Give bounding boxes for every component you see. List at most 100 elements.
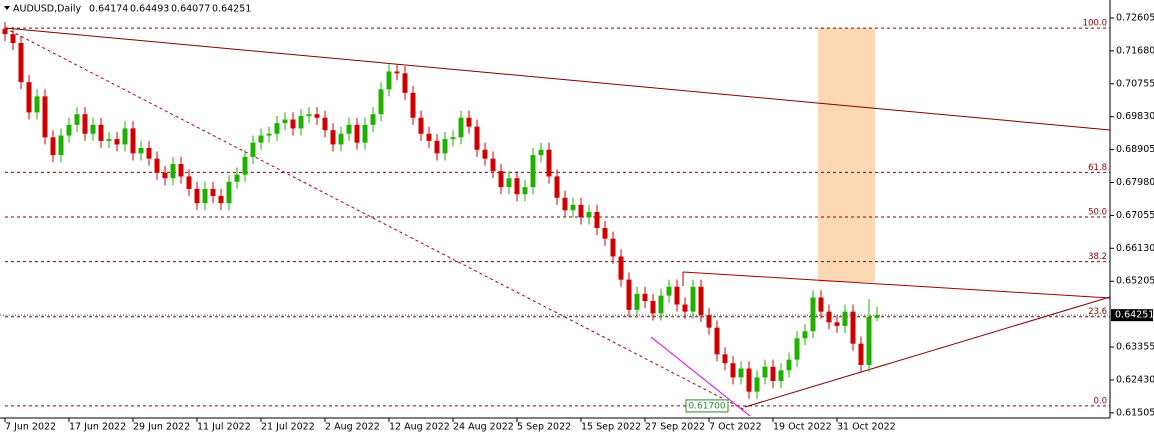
candle-body xyxy=(282,119,288,124)
candle-body xyxy=(666,286,672,296)
candle-body xyxy=(154,158,160,173)
candle-body xyxy=(18,43,24,83)
x-tick-label: 27 Sep 2022 xyxy=(645,422,705,433)
candle-body xyxy=(402,73,408,93)
x-tick-label: 19 Oct 2022 xyxy=(773,422,832,433)
candle-body xyxy=(218,196,224,204)
highlight-zone xyxy=(818,28,875,282)
candle-body xyxy=(698,286,704,316)
candle-body xyxy=(818,297,824,312)
fibo-low-label: 0.61700 xyxy=(688,401,725,411)
candle-body xyxy=(146,147,152,159)
fibo-label: 61.8 xyxy=(1088,163,1107,173)
candle-body xyxy=(594,212,600,229)
candle-body xyxy=(826,311,832,323)
y-tick-label: 0.65205 xyxy=(1116,276,1154,287)
y-tick-label: 0.69830 xyxy=(1116,111,1154,122)
candle-body xyxy=(858,343,864,365)
candle-body xyxy=(202,188,208,204)
candle-body xyxy=(58,135,64,156)
candle-body xyxy=(242,156,248,175)
candle-body xyxy=(138,147,144,154)
current-price-label: 0.64251 xyxy=(1115,310,1154,321)
candle-body xyxy=(770,366,776,382)
candle-body xyxy=(74,114,80,125)
fibo-label: 23.6 xyxy=(1088,307,1107,317)
candle-body xyxy=(258,135,264,143)
x-tick-label: 21 Jul 2022 xyxy=(261,422,315,433)
candle-body xyxy=(506,178,512,188)
triangle-lower xyxy=(744,296,1111,408)
menu-arrow[interactable] xyxy=(4,6,10,10)
y-tick-label: 0.70755 xyxy=(1116,78,1154,89)
candle-body xyxy=(466,117,472,127)
ohlc-high: 0.64493 xyxy=(130,4,169,15)
candle-body xyxy=(10,34,16,44)
candle-body xyxy=(394,71,400,74)
candle-body xyxy=(346,124,352,134)
fibo-low-box xyxy=(685,399,729,413)
candle-body xyxy=(354,124,360,143)
candle-body xyxy=(306,114,312,116)
candle-body xyxy=(82,114,88,134)
y-tick-label: 0.68905 xyxy=(1116,144,1154,155)
candle-body xyxy=(410,92,416,118)
candle-body xyxy=(546,149,552,177)
candle-body xyxy=(522,187,528,195)
candle-body xyxy=(490,158,496,172)
candle-body xyxy=(338,133,344,145)
candle-body xyxy=(330,130,336,145)
candle-body xyxy=(530,155,536,188)
candle-body xyxy=(50,137,56,156)
candle-body xyxy=(762,366,768,378)
y-tick-label: 0.66130 xyxy=(1116,243,1154,254)
current-price-box xyxy=(1111,309,1153,322)
fibo-label: 0.0 xyxy=(1093,396,1107,406)
candle-body xyxy=(754,377,760,392)
candle-body xyxy=(714,327,720,355)
x-tick-label: 29 Jun 2022 xyxy=(133,422,190,433)
candle-body xyxy=(642,293,648,301)
candle-body xyxy=(634,293,640,310)
ohlc-low: 0.64077 xyxy=(171,4,210,15)
candle-body xyxy=(418,117,424,134)
candle-body xyxy=(794,338,800,360)
candle-body xyxy=(730,363,736,378)
y-tick-label: 0.67055 xyxy=(1116,210,1154,221)
candle-body xyxy=(34,96,40,113)
candle-body xyxy=(314,114,320,118)
candle-body xyxy=(722,354,728,364)
x-tick-label: 5 Sep 2022 xyxy=(517,422,571,433)
candle-body xyxy=(226,181,232,204)
candle-body xyxy=(42,96,48,138)
candle-body xyxy=(194,188,200,204)
candle-body xyxy=(578,204,584,218)
candle-body xyxy=(674,286,680,305)
candle-body xyxy=(610,238,616,257)
candle-body xyxy=(802,331,808,339)
candle-body xyxy=(130,128,136,154)
x-tick-label: 31 Oct 2022 xyxy=(837,422,896,433)
x-tick-label: 11 Jul 2022 xyxy=(197,422,251,433)
fibo-label: 38.2 xyxy=(1088,252,1107,262)
candle-body xyxy=(602,228,608,239)
candle-body xyxy=(738,368,744,378)
candle-body xyxy=(842,311,848,326)
candle-body xyxy=(458,117,464,138)
candle-body xyxy=(514,178,520,195)
magenta-line xyxy=(650,336,751,417)
candle-body xyxy=(434,140,440,154)
candle-body xyxy=(186,176,192,189)
candle-body xyxy=(474,126,480,150)
candle-body xyxy=(834,322,840,326)
candle-body xyxy=(266,133,272,136)
x-tick-label: 15 Sep 2022 xyxy=(581,422,641,433)
candle-body xyxy=(234,174,240,182)
candle-body xyxy=(658,295,664,314)
candle-body xyxy=(498,171,504,188)
candle-body xyxy=(274,123,280,134)
candle-body xyxy=(426,133,432,141)
symbol-label: AUDUSD,Daily xyxy=(13,4,82,15)
candle-body xyxy=(690,286,696,312)
